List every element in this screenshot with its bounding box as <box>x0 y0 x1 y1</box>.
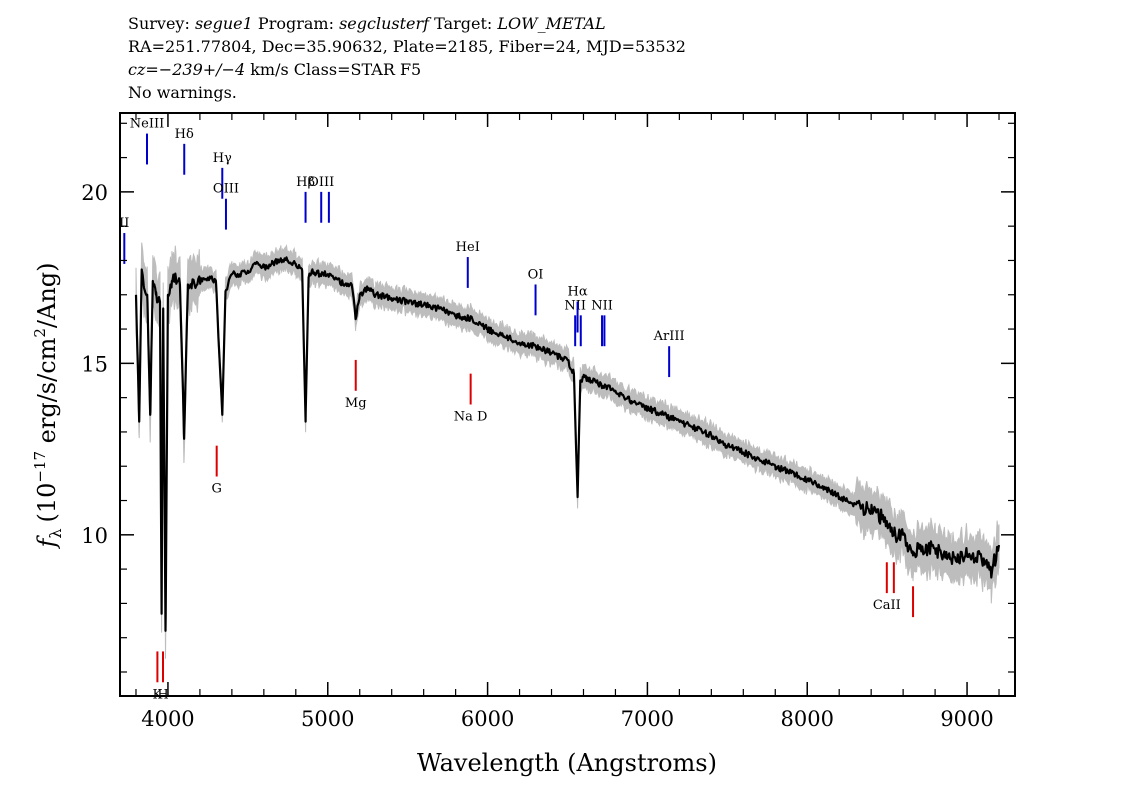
absorption-label-1: H <box>157 687 168 702</box>
y-axis-units-mid: erg/s/cm <box>33 337 61 451</box>
emission-label-5: Hβ <box>296 175 315 190</box>
y-tick-label-0: 10 <box>81 524 108 548</box>
survey-prefix: Survey: <box>128 14 190 33</box>
spectrum-layer <box>134 256 1001 632</box>
cz-label: cz= <box>128 60 159 79</box>
emission-label-11: Hα <box>568 285 588 300</box>
x-axis-title: Wavelength (Angstroms) <box>417 749 717 777</box>
spectrum-line-0 <box>134 256 1001 632</box>
x-tick-label-1: 5000 <box>301 707 354 731</box>
absorption-label-0: K <box>153 687 163 702</box>
target-prefix: Target: <box>434 14 493 33</box>
header-line-survey: Survey: segue1 Program: segclusterf Targ… <box>128 12 686 35</box>
header-line-warnings: No warnings. <box>128 83 237 102</box>
absorption-label-5: CaII <box>873 598 901 613</box>
emission-label-10: NII <box>564 298 586 313</box>
y-axis-symbol-sub: λ <box>46 529 65 539</box>
x-tick-label-2: 6000 <box>461 707 514 731</box>
program-prefix: Program: <box>257 14 334 33</box>
x-tick-label-4: 8000 <box>781 707 834 731</box>
x-tick-label-3: 7000 <box>621 707 674 731</box>
header-line-coords: RA=251.77804, Dec=35.90632, Plate=2185, … <box>128 37 686 56</box>
emission-label-2: Hδ <box>175 127 194 142</box>
y-axis-units-exp: −17 <box>31 451 49 483</box>
survey-name: segue1 <box>194 14 253 33</box>
emission-label-15: ArIII <box>653 329 685 344</box>
y-axis-title: fλ(10−17 erg/s/cm2/Ang) <box>31 262 65 549</box>
plot-frame <box>119 112 1016 697</box>
y-axis-units-exp2: 2 <box>31 328 49 338</box>
cz-value: −239+/−4 <box>158 60 246 79</box>
error-band-layer <box>135 242 1000 659</box>
emission-label-6: OIII <box>308 175 334 190</box>
absorption-label-4: Na D <box>454 410 488 425</box>
emission-label-1: NeIII <box>130 117 164 132</box>
emission-label-8: HeI <box>456 240 480 255</box>
spectrum-header: Survey: segue1 Program: segclusterf Targ… <box>128 12 686 104</box>
emission-label-3: Hγ <box>213 151 232 166</box>
target-name: LOW_METAL <box>497 14 606 33</box>
program-name: segclusterf <box>339 14 430 33</box>
header-line-redshift: cz=−239+/−4 km/s Class=STAR F5 <box>128 58 686 81</box>
error-band-0 <box>135 242 1000 659</box>
emission-label-0: II <box>119 216 129 231</box>
y-axis-units-end: /Ang) <box>33 262 61 328</box>
emission-label-4: OIII <box>213 182 239 197</box>
x-tick-label-5: 9000 <box>940 707 993 731</box>
cz-rest: km/s Class=STAR F5 <box>250 60 422 79</box>
absorption-label-3: Mg <box>345 396 367 411</box>
tick-layer: 4000 5000 6000 7000 8000 9000 10 15 20 <box>81 113 1015 731</box>
y-tick-label-1: 15 <box>81 352 108 376</box>
absorption-label-2: G <box>211 482 221 497</box>
x-tick-label-0: 4000 <box>141 707 194 731</box>
emission-label-13: NII <box>591 298 613 313</box>
y-axis-units-start: (10 <box>33 483 61 523</box>
emission-label-9: OI <box>528 267 544 282</box>
y-tick-label-2: 20 <box>81 181 108 205</box>
